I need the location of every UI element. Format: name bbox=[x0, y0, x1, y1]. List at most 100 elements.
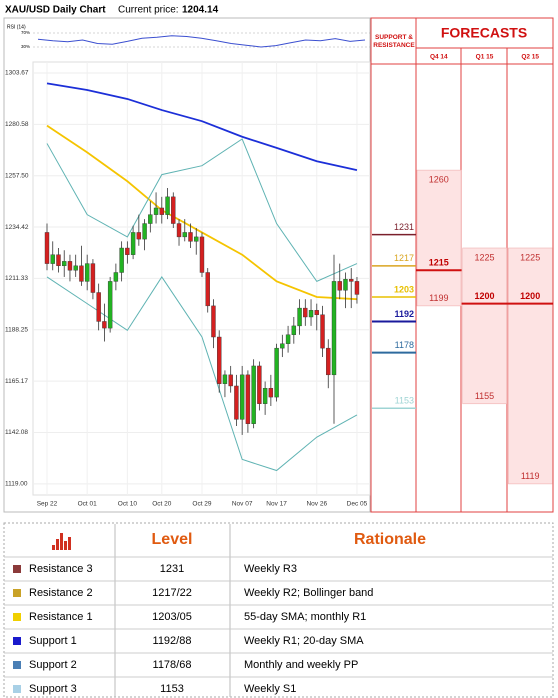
candle-body bbox=[199, 236, 205, 273]
level-value: 1192/88 bbox=[153, 635, 192, 647]
candle-body bbox=[354, 281, 360, 295]
candle-body bbox=[222, 374, 228, 384]
x-tick-label: Nov 07 bbox=[232, 501, 253, 508]
x-tick-label: Nov 17 bbox=[266, 501, 287, 508]
candle-body bbox=[182, 232, 187, 238]
level-swatch bbox=[13, 589, 21, 597]
y-tick-label: 1280.58 bbox=[5, 121, 29, 128]
y-tick-label: 1188.25 bbox=[5, 327, 28, 334]
candle-body bbox=[50, 254, 55, 264]
y-tick-label: 1257.50 bbox=[5, 172, 29, 179]
price-label: Current price: bbox=[118, 5, 179, 16]
candle-body bbox=[96, 292, 101, 322]
table-header: Rationale bbox=[354, 531, 426, 548]
sr-label: 1192 bbox=[394, 309, 414, 319]
level-rationale: Monthly and weekly PP bbox=[244, 659, 358, 671]
candle-body bbox=[136, 232, 142, 240]
forecast-mid-label: 1215 bbox=[429, 258, 449, 268]
table-header: Level bbox=[152, 531, 193, 548]
level-rationale: Weekly R3 bbox=[244, 563, 297, 575]
candle-body bbox=[107, 281, 113, 329]
y-tick-label: 1142.08 bbox=[5, 429, 28, 436]
level-name: Resistance 2 bbox=[29, 587, 93, 599]
y-tick-label: 1303.67 bbox=[5, 70, 29, 77]
candle-body bbox=[205, 272, 210, 307]
candle-body bbox=[142, 223, 147, 240]
sr-label: 1231 bbox=[394, 222, 414, 232]
candle-body bbox=[171, 196, 176, 224]
candle-body bbox=[228, 374, 233, 387]
candle-body bbox=[320, 314, 325, 349]
table-icon bbox=[52, 533, 71, 550]
candle-body bbox=[262, 387, 268, 404]
current-price: 1204.14 bbox=[182, 5, 219, 16]
level-swatch bbox=[13, 685, 21, 693]
candle-body bbox=[239, 374, 245, 420]
sr-title: SUPPORT & RESISTANCE bbox=[373, 34, 415, 49]
forecast-high: 1260 bbox=[429, 175, 449, 185]
candle-body bbox=[291, 325, 297, 335]
side-frame bbox=[370, 17, 554, 513]
candle-body bbox=[194, 236, 199, 242]
candle-body bbox=[337, 281, 342, 291]
candle-body bbox=[125, 247, 130, 255]
candle-body bbox=[73, 265, 78, 271]
rsi-line bbox=[37, 35, 366, 48]
candle-body bbox=[102, 321, 107, 329]
x-tick-label: Oct 10 bbox=[118, 501, 138, 508]
table-frame bbox=[3, 522, 554, 698]
candle-body bbox=[308, 310, 314, 318]
forecast-low: 1155 bbox=[475, 391, 494, 401]
candle-body bbox=[343, 278, 348, 291]
x-tick-label: Nov 26 bbox=[306, 501, 327, 508]
level-name: Support 1 bbox=[29, 635, 77, 647]
chart-title: XAU/USD Daily Chart bbox=[5, 5, 106, 16]
y-tick-label: 1211.33 bbox=[5, 275, 28, 282]
candle-body bbox=[79, 265, 84, 282]
x-tick-label: Dec 05 bbox=[347, 501, 368, 508]
candle-body bbox=[119, 247, 124, 273]
level-swatch bbox=[13, 613, 21, 621]
forecast-mid-label: 1200 bbox=[474, 291, 494, 301]
forecast-high: 1225 bbox=[474, 252, 494, 262]
x-tick-label: Oct 20 bbox=[152, 501, 172, 508]
candle-body bbox=[62, 261, 67, 267]
indicator-line bbox=[46, 138, 358, 283]
level-value: 1178/68 bbox=[153, 659, 192, 671]
candle-body bbox=[113, 272, 119, 282]
forecast-range bbox=[416, 169, 462, 307]
forecast-low: 1119 bbox=[521, 471, 540, 481]
level-name: Resistance 1 bbox=[29, 611, 93, 623]
y-tick-label: 1165.17 bbox=[5, 378, 28, 385]
candle-body bbox=[153, 207, 159, 215]
candle-body bbox=[274, 347, 279, 398]
x-tick-label: Oct 01 bbox=[78, 501, 98, 508]
candle-body bbox=[84, 263, 90, 282]
candle-body bbox=[280, 343, 285, 349]
y-tick-label: 1234.42 bbox=[5, 224, 29, 231]
candle-body bbox=[297, 307, 302, 327]
candle-body bbox=[211, 305, 216, 338]
forecast-low: 1199 bbox=[429, 293, 448, 303]
level-value: 1153 bbox=[160, 683, 184, 695]
level-swatch bbox=[13, 637, 21, 645]
candle-body bbox=[234, 385, 239, 420]
candle-body bbox=[176, 223, 182, 238]
candle-body bbox=[44, 232, 50, 264]
candle-body bbox=[165, 196, 170, 215]
level-name: Support 2 bbox=[29, 659, 77, 671]
level-value: 1217/22 bbox=[152, 587, 192, 599]
forecast-mid-label: 1200 bbox=[520, 291, 540, 301]
level-rationale: 55-day SMA; monthly R1 bbox=[244, 611, 366, 623]
candle-body bbox=[188, 232, 193, 242]
indicator-line bbox=[46, 82, 358, 172]
rsi-tick-label: 30% bbox=[21, 44, 30, 49]
forecast-col-label: Q1 15 bbox=[476, 54, 494, 61]
level-name: Resistance 3 bbox=[29, 563, 93, 575]
candle-body bbox=[159, 207, 165, 215]
candle-body bbox=[148, 214, 153, 224]
level-value: 1231 bbox=[160, 563, 184, 575]
candle-body bbox=[130, 232, 136, 255]
